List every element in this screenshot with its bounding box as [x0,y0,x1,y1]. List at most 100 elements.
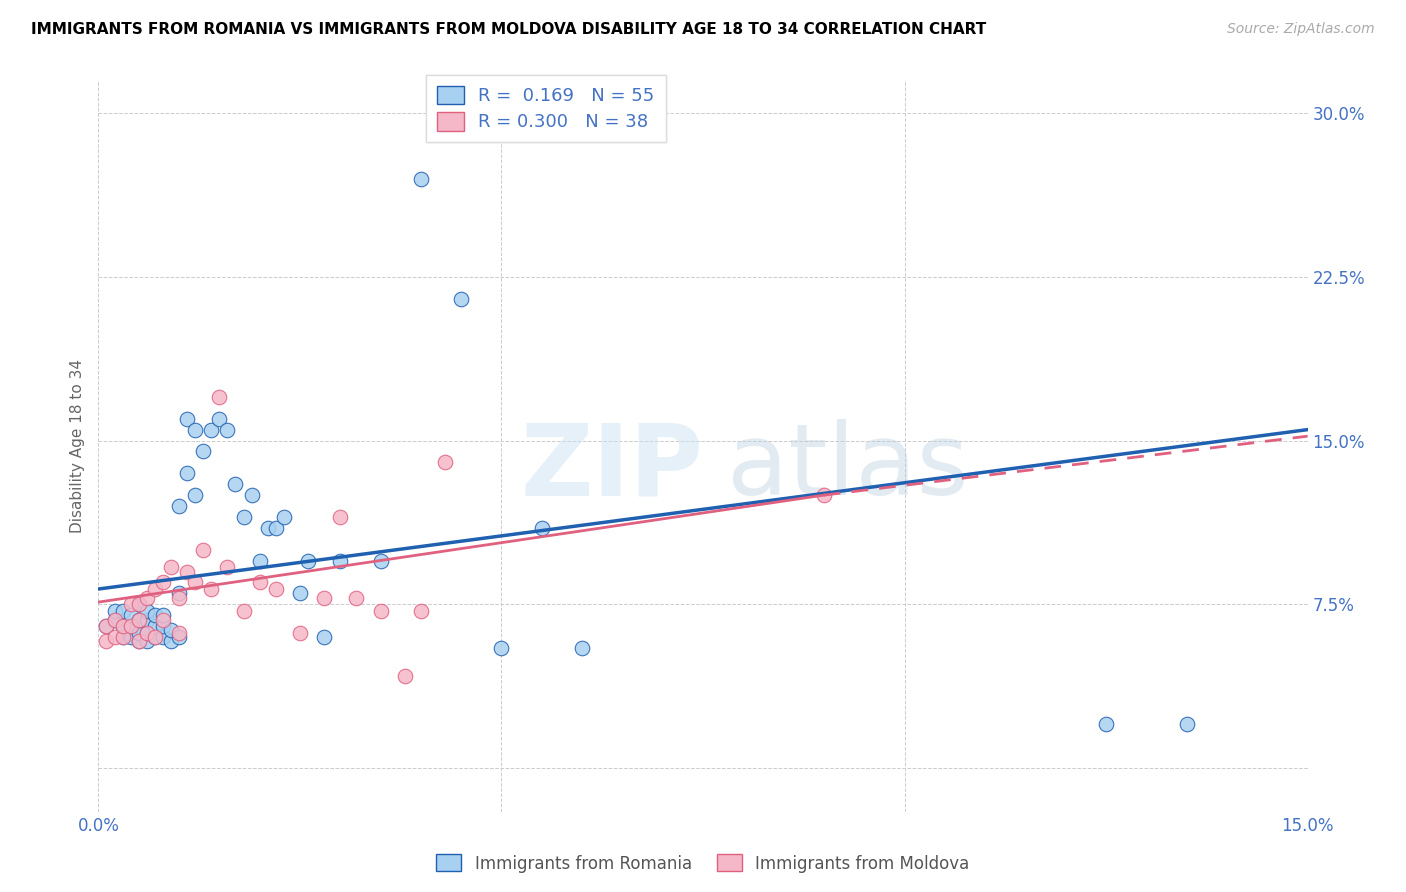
Point [167,499,190,513]
Point [344,591,367,605]
Point [530,521,553,535]
Point [193,444,215,458]
Point [143,630,166,644]
Point [152,619,174,633]
Point [329,510,352,524]
Point [232,604,254,618]
Point [297,554,319,568]
Point [143,582,166,596]
Point [249,575,271,590]
Text: atlas: atlas [727,419,969,516]
Point [135,625,157,640]
Point [120,619,142,633]
Point [314,630,336,644]
Point [152,575,174,590]
Point [111,604,134,618]
Point [152,613,174,627]
Point [200,582,222,596]
Point [450,292,472,306]
Point [264,521,287,535]
Point [491,640,513,655]
Point [176,411,198,425]
Point [135,604,157,618]
Point [409,171,432,186]
Point [120,608,142,623]
Point [128,625,150,640]
Point [208,390,231,404]
Point [103,613,125,627]
Point [264,582,287,596]
Point [184,488,207,502]
Point [160,560,183,574]
Point [813,488,835,502]
Point [1175,717,1198,731]
Point [571,640,593,655]
Point [135,613,157,627]
Point [96,619,118,633]
Point [370,604,392,618]
Point [111,630,134,644]
Point [152,630,174,644]
Point [288,625,311,640]
Point [184,575,207,590]
Point [370,554,392,568]
Point [167,591,190,605]
Point [217,560,239,574]
Point [128,597,150,611]
Point [103,630,125,644]
Point [434,455,457,469]
Point [143,630,166,644]
Point [96,634,118,648]
Point [111,630,134,644]
Point [224,477,246,491]
Text: IMMIGRANTS FROM ROMANIA VS IMMIGRANTS FROM MOLDOVA DISABILITY AGE 18 TO 34 CORRE: IMMIGRANTS FROM ROMANIA VS IMMIGRANTS FR… [31,22,986,37]
Text: Source: ZipAtlas.com: Source: ZipAtlas.com [1227,22,1375,37]
Point [167,625,190,640]
Point [120,630,142,644]
Point [200,423,222,437]
Point [135,591,157,605]
Point [256,521,278,535]
Point [232,510,254,524]
Point [128,634,150,648]
Point [176,565,198,579]
Point [111,619,134,633]
Point [120,619,142,633]
Point [329,554,352,568]
Point [135,625,157,640]
Point [409,604,432,618]
Point [394,669,416,683]
Point [128,613,150,627]
Point [143,608,166,623]
Point [96,619,118,633]
Point [128,613,150,627]
Point [128,597,150,611]
Point [249,554,271,568]
Point [120,597,142,611]
Point [217,423,239,437]
Point [176,467,198,481]
Point [152,608,174,623]
Point [143,619,166,633]
Point [288,586,311,600]
Point [128,634,150,648]
Point [103,604,125,618]
Point [160,624,183,638]
Point [273,510,295,524]
Point [111,619,134,633]
Point [193,542,215,557]
Text: ZIP: ZIP [520,419,703,516]
Point [103,613,125,627]
Point [167,586,190,600]
Legend: R =  0.169   N = 55, R = 0.300   N = 38: R = 0.169 N = 55, R = 0.300 N = 38 [426,75,665,142]
Point [208,411,231,425]
Legend: Immigrants from Romania, Immigrants from Moldova: Immigrants from Romania, Immigrants from… [430,847,976,880]
Point [1095,717,1118,731]
Y-axis label: Disability Age 18 to 34: Disability Age 18 to 34 [69,359,84,533]
Point [135,634,157,648]
Point [184,423,207,437]
Point [314,591,336,605]
Point [240,488,263,502]
Point [167,630,190,644]
Point [160,634,183,648]
